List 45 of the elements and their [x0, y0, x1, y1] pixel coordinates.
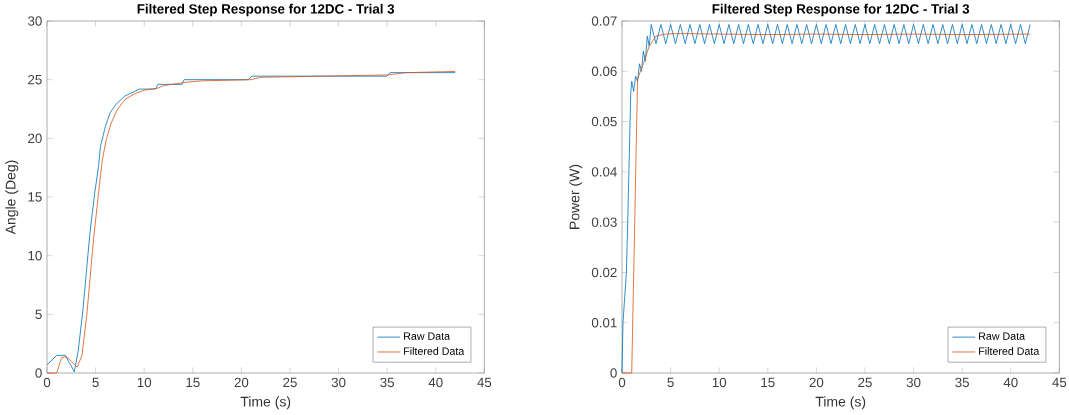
- x-tick-label: 25: [858, 377, 872, 388]
- y-tick-label: 10: [28, 250, 42, 261]
- x-tick-label: 10: [137, 377, 152, 388]
- x-tick-label: 15: [186, 377, 200, 388]
- legend-label: Filtered Data: [404, 347, 465, 355]
- y-tick-label: 0.02: [591, 267, 617, 278]
- x-tick-label: 45: [1052, 377, 1067, 388]
- y-tick-label: 0: [610, 368, 617, 378]
- x-tick-label: 5: [92, 377, 99, 388]
- x-tick-label: 0: [618, 377, 626, 388]
- x-tick-label: 25: [283, 377, 297, 388]
- y-tick-label: 0.03: [591, 217, 617, 227]
- x-tick-label: 45: [477, 377, 492, 388]
- x-tick-label: 5: [667, 377, 674, 388]
- x-tick-label: 30: [331, 377, 346, 388]
- x-axis-title: Time (s): [815, 396, 866, 410]
- y-tick-label: 0.01: [591, 318, 617, 328]
- y-tick-label: 15: [28, 192, 42, 202]
- x-tick-label: 35: [380, 377, 395, 388]
- y-tick-label: 0.05: [591, 116, 617, 127]
- x-tick-label: 35: [955, 377, 970, 388]
- x-tick-label: 40: [1003, 377, 1018, 388]
- y-tick-label: 0.04: [591, 167, 617, 177]
- legend-label: Raw Data: [404, 332, 451, 340]
- x-tick-label: 20: [234, 377, 249, 388]
- y-axis-title: Angle (Deg): [5, 160, 19, 235]
- y-tick-label: 0: [35, 368, 42, 378]
- x-tick-label: 20: [809, 377, 824, 388]
- y-tick-label: 20: [28, 133, 42, 144]
- y-axis-title: Power (W): [569, 164, 583, 229]
- chart-title: Filtered Step Response for 12DC - Trial 3: [712, 3, 970, 17]
- y-tick-label: 30: [27, 16, 42, 26]
- legend-label: Raw Data: [979, 332, 1026, 340]
- x-tick-label: 40: [428, 377, 443, 388]
- y-tick-label: 25: [28, 74, 42, 85]
- y-tick-label: 0.07: [591, 16, 617, 26]
- y-tick-label: 0.06: [591, 66, 617, 77]
- x-tick-label: 15: [761, 377, 775, 388]
- y-tick-label: 5: [35, 309, 42, 319]
- chart-title: Filtered Step Response for 12DC - Trial 3: [137, 3, 395, 17]
- x-tick-label: 30: [906, 377, 921, 388]
- x-tick-label: 0: [43, 377, 51, 388]
- legend-label: Filtered Data: [979, 347, 1040, 355]
- x-tick-label: 10: [712, 377, 727, 388]
- x-axis-title: Time (s): [240, 396, 291, 410]
